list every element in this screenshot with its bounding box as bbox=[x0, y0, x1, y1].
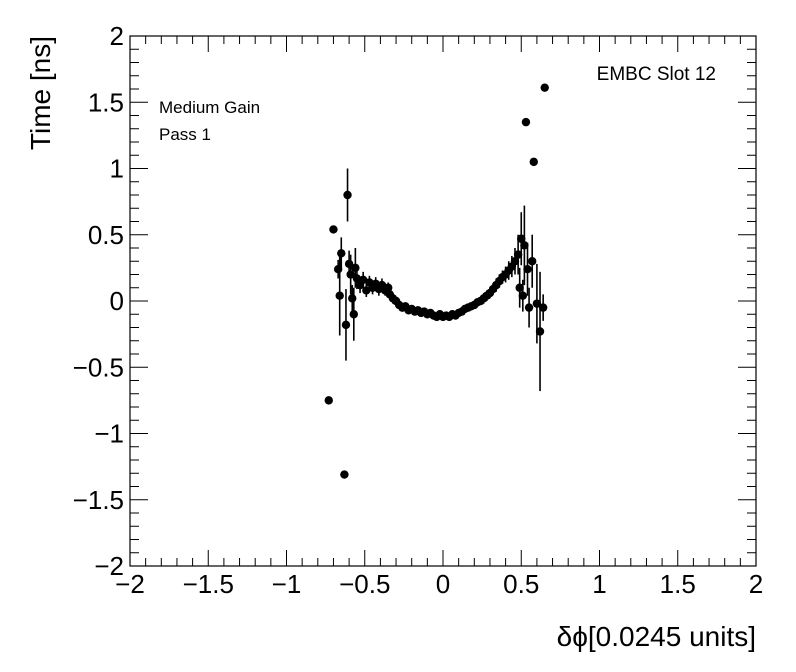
x-tick-label: 1 bbox=[592, 569, 606, 599]
data-point bbox=[523, 242, 532, 296]
data-point bbox=[340, 470, 349, 479]
y-tick-label: 0.5 bbox=[88, 220, 124, 250]
annotation-slot: EMBC Slot 12 bbox=[597, 64, 716, 85]
data-point bbox=[517, 212, 526, 266]
y-tick-label: 1.5 bbox=[88, 87, 124, 117]
point-marker bbox=[540, 83, 549, 92]
point-marker bbox=[337, 249, 346, 258]
data-point bbox=[521, 117, 531, 127]
y-axis-title: Time [ns] bbox=[25, 36, 56, 150]
data-point bbox=[329, 225, 338, 234]
point-marker bbox=[349, 310, 358, 319]
annotation-pass: Pass 1 bbox=[159, 125, 211, 144]
y-tick-label: 0 bbox=[110, 286, 124, 316]
point-marker bbox=[351, 263, 360, 273]
point-marker bbox=[535, 327, 545, 336]
point-marker bbox=[513, 250, 523, 259]
point-marker bbox=[520, 241, 529, 250]
point-marker bbox=[335, 291, 344, 300]
point-marker bbox=[515, 283, 524, 292]
x-axis-title: δϕ[0.0245 units] bbox=[557, 621, 756, 652]
x-tick-label: 2 bbox=[749, 569, 763, 599]
point-marker bbox=[510, 257, 520, 266]
data-point bbox=[529, 157, 538, 167]
data-point bbox=[324, 396, 333, 405]
y-tick-label: −1.5 bbox=[73, 485, 124, 515]
point-marker bbox=[517, 234, 526, 243]
point-marker bbox=[343, 190, 352, 200]
data-point bbox=[524, 287, 534, 328]
x-tick-label: −1.5 bbox=[183, 569, 234, 599]
point-marker bbox=[518, 291, 528, 300]
y-tick-label: 1 bbox=[110, 154, 124, 184]
data-point bbox=[348, 285, 357, 312]
point-marker bbox=[521, 117, 531, 127]
x-tick-label: 1.5 bbox=[660, 569, 696, 599]
y-tick-label: −1 bbox=[94, 419, 124, 449]
data-point bbox=[518, 279, 528, 312]
data-point bbox=[337, 237, 346, 270]
point-marker bbox=[529, 157, 538, 167]
point-marker bbox=[524, 303, 534, 312]
x-tick-label: −1 bbox=[272, 569, 302, 599]
point-marker bbox=[340, 470, 349, 479]
data-points bbox=[324, 83, 549, 479]
point-marker bbox=[348, 294, 357, 303]
point-marker bbox=[528, 257, 537, 266]
x-tick-label: 0.5 bbox=[503, 569, 539, 599]
data-point bbox=[515, 267, 524, 308]
annotation-gain: Medium Gain bbox=[159, 98, 260, 117]
y-tick-label: −2 bbox=[94, 551, 124, 581]
x-tick-labels: −2 −1.5 −1 −0.5 0 0.5 1 1.5 2 bbox=[115, 569, 763, 599]
axis-ticks bbox=[129, 35, 757, 567]
x-tick-label: −0.5 bbox=[339, 569, 390, 599]
x-tick-label: −2 bbox=[115, 569, 145, 599]
x-tick-label: 0 bbox=[436, 569, 450, 599]
y-tick-label: −0.5 bbox=[73, 352, 124, 382]
point-marker bbox=[341, 320, 351, 330]
data-point bbox=[341, 289, 351, 361]
y-tick-labels: −2 −1.5 −1 −0.5 0 0.5 1 1.5 2 bbox=[73, 21, 124, 581]
data-point bbox=[540, 83, 549, 92]
data-point bbox=[343, 168, 352, 222]
data-point bbox=[335, 255, 344, 336]
data-point bbox=[346, 254, 355, 295]
point-marker bbox=[538, 303, 548, 312]
point-marker bbox=[352, 274, 362, 283]
data-point bbox=[535, 271, 545, 392]
point-marker bbox=[329, 225, 338, 234]
y-tick-label: 2 bbox=[110, 21, 124, 51]
point-marker bbox=[346, 270, 355, 279]
point-marker bbox=[523, 265, 532, 274]
data-point bbox=[538, 294, 548, 321]
point-marker bbox=[532, 299, 542, 308]
point-marker bbox=[324, 396, 333, 405]
data-point bbox=[528, 234, 537, 288]
